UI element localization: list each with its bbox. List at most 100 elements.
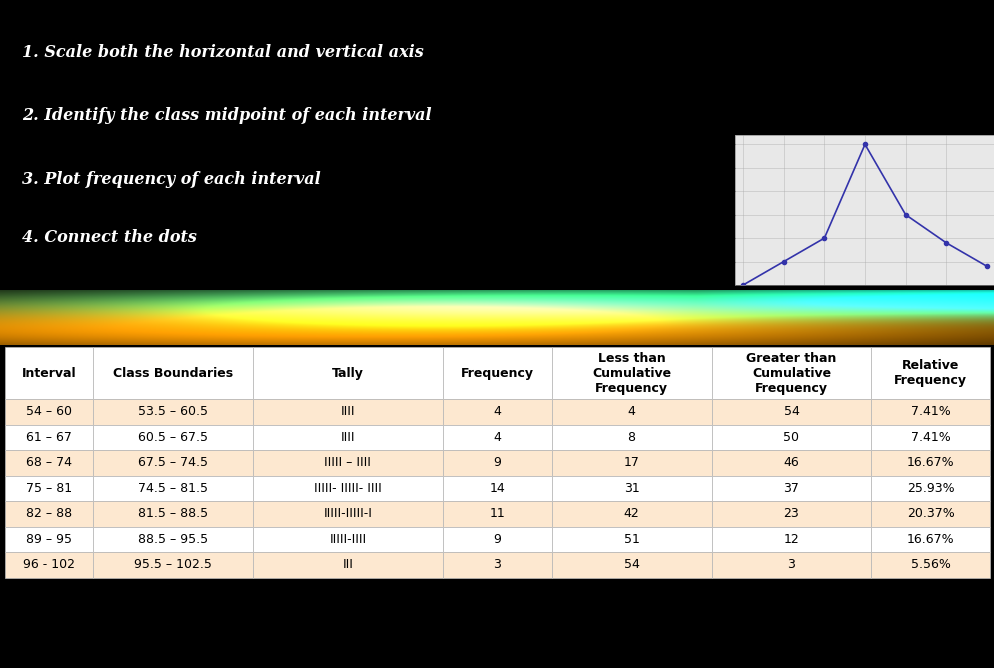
Text: 23: 23 <box>783 508 798 520</box>
Text: 81.5 – 88.5: 81.5 – 88.5 <box>137 508 208 520</box>
Bar <box>871 425 989 450</box>
Text: III: III <box>342 558 353 571</box>
Bar <box>92 552 252 578</box>
Text: 68 – 74: 68 – 74 <box>26 456 72 470</box>
Bar <box>252 399 443 425</box>
Text: 89 – 95: 89 – 95 <box>26 533 72 546</box>
Bar <box>443 425 551 450</box>
Text: 54: 54 <box>623 558 639 571</box>
Text: 3: 3 <box>493 558 501 571</box>
Bar <box>551 425 711 450</box>
Bar <box>5 425 92 450</box>
Text: IIIII – IIII: IIIII – IIII <box>324 456 371 470</box>
Bar <box>551 526 711 552</box>
Bar <box>711 552 871 578</box>
Text: 17: 17 <box>623 456 639 470</box>
Text: 9: 9 <box>493 456 501 470</box>
Bar <box>443 501 551 526</box>
Text: 74.5 – 81.5: 74.5 – 81.5 <box>137 482 208 495</box>
Text: 51: 51 <box>623 533 639 546</box>
Bar <box>443 347 551 399</box>
Text: 9: 9 <box>493 533 501 546</box>
Text: 42: 42 <box>623 508 639 520</box>
Text: 3. Plot frequency of each interval: 3. Plot frequency of each interval <box>22 171 320 188</box>
Bar <box>711 476 871 501</box>
Text: IIII: IIII <box>340 431 355 444</box>
Bar <box>871 399 989 425</box>
Text: 4: 4 <box>493 405 501 418</box>
Bar <box>551 450 711 476</box>
Bar <box>551 347 711 399</box>
Bar <box>551 501 711 526</box>
Text: 14: 14 <box>489 482 505 495</box>
Bar <box>5 347 92 399</box>
Bar <box>92 450 252 476</box>
Text: 4. Connect the dots: 4. Connect the dots <box>22 229 197 246</box>
X-axis label: Scores: Scores <box>850 301 878 310</box>
Bar <box>252 476 443 501</box>
Text: 54: 54 <box>782 405 798 418</box>
Text: 11: 11 <box>489 508 505 520</box>
Bar <box>5 476 92 501</box>
Bar <box>551 476 711 501</box>
Text: 8: 8 <box>627 431 635 444</box>
Text: 16.67%: 16.67% <box>906 533 953 546</box>
Text: 75 – 81: 75 – 81 <box>26 482 72 495</box>
Text: 31: 31 <box>623 482 639 495</box>
Bar <box>5 501 92 526</box>
Text: 50: 50 <box>782 431 798 444</box>
Text: Tally: Tally <box>332 367 364 379</box>
Bar <box>871 450 989 476</box>
Text: 7.41%: 7.41% <box>910 405 949 418</box>
Bar <box>92 501 252 526</box>
Text: 53.5 – 60.5: 53.5 – 60.5 <box>137 405 208 418</box>
Bar <box>551 552 711 578</box>
Text: Less than
Cumulative
Frequency: Less than Cumulative Frequency <box>591 351 671 395</box>
Text: 12: 12 <box>783 533 798 546</box>
Bar <box>871 501 989 526</box>
Bar <box>252 526 443 552</box>
Bar <box>711 450 871 476</box>
Bar <box>252 347 443 399</box>
Text: 25.93%: 25.93% <box>906 482 953 495</box>
Bar <box>711 501 871 526</box>
Bar <box>711 526 871 552</box>
Y-axis label: Frequency: Frequency <box>714 192 720 228</box>
Text: 4: 4 <box>493 431 501 444</box>
Bar <box>443 526 551 552</box>
Bar <box>5 552 92 578</box>
Text: Class Boundaries: Class Boundaries <box>112 367 233 379</box>
Bar <box>443 552 551 578</box>
Bar <box>252 552 443 578</box>
Text: 67.5 – 74.5: 67.5 – 74.5 <box>137 456 208 470</box>
Text: 16.67%: 16.67% <box>906 456 953 470</box>
Bar <box>92 347 252 399</box>
Text: IIIII- IIIII- IIII: IIIII- IIIII- IIII <box>314 482 382 495</box>
Text: 2. Identify the class midpoint of each interval: 2. Identify the class midpoint of each i… <box>22 108 431 124</box>
Bar <box>252 450 443 476</box>
Bar <box>871 347 989 399</box>
Text: 1. Scale both the horizontal and vertical axis: 1. Scale both the horizontal and vertica… <box>22 43 423 61</box>
Bar <box>92 476 252 501</box>
Text: 88.5 – 95.5: 88.5 – 95.5 <box>137 533 208 546</box>
Text: IIIII-IIIII-I: IIIII-IIIII-I <box>323 508 372 520</box>
Text: IIII: IIII <box>340 405 355 418</box>
Text: 3: 3 <box>786 558 794 571</box>
Text: 20.37%: 20.37% <box>906 508 953 520</box>
Text: 7.41%: 7.41% <box>910 431 949 444</box>
Text: Greater than
Cumulative
Frequency: Greater than Cumulative Frequency <box>746 351 836 395</box>
Bar <box>711 425 871 450</box>
Bar <box>871 552 989 578</box>
Text: 5.56%: 5.56% <box>910 558 949 571</box>
Text: Frequency: Frequency <box>460 367 534 379</box>
Bar <box>551 399 711 425</box>
Text: Relative
Frequency: Relative Frequency <box>894 359 966 387</box>
Text: 37: 37 <box>782 482 798 495</box>
Bar <box>711 399 871 425</box>
Bar <box>92 399 252 425</box>
Text: 96 - 102: 96 - 102 <box>23 558 75 571</box>
Text: 60.5 – 67.5: 60.5 – 67.5 <box>137 431 208 444</box>
Text: 61 – 67: 61 – 67 <box>26 431 72 444</box>
Bar <box>5 526 92 552</box>
Bar <box>5 399 92 425</box>
